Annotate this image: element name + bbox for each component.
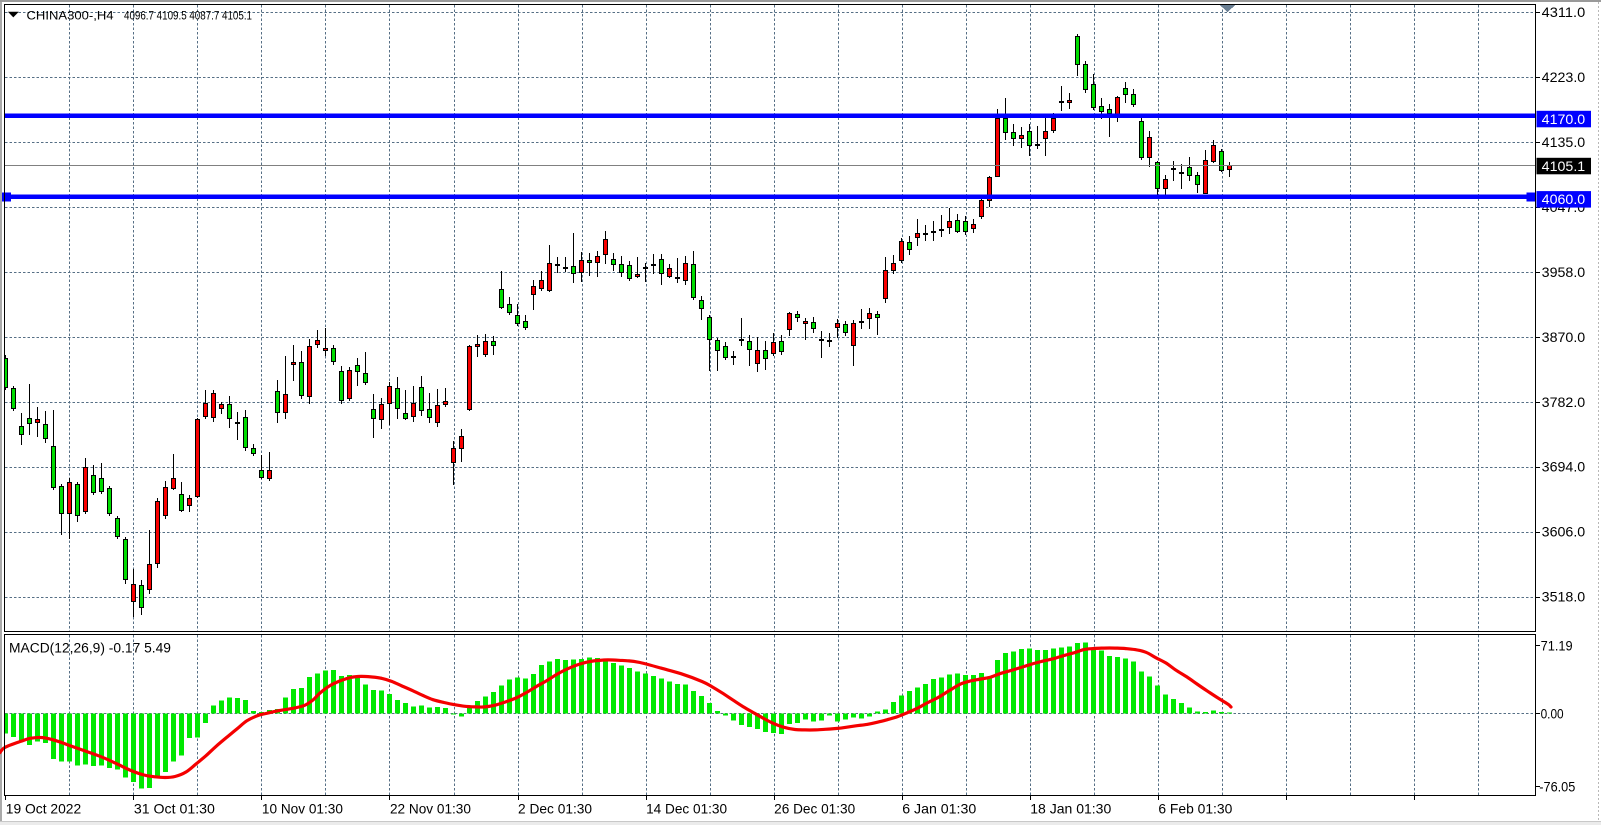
svg-text:-76.05: -76.05 <box>1539 778 1575 794</box>
svg-text:3694.0: 3694.0 <box>1542 459 1586 475</box>
svg-text:71.19: 71.19 <box>1541 637 1573 653</box>
svg-text:4105.1: 4105.1 <box>1542 158 1586 174</box>
svg-text:19 Oct 2022: 19 Oct 2022 <box>6 801 82 817</box>
svg-text:4060.0: 4060.0 <box>1542 191 1586 207</box>
svg-text:4096.7 4109.5 4087.7 4105.1: 4096.7 4109.5 4087.7 4105.1 <box>124 11 252 23</box>
svg-text:3958.0: 3958.0 <box>1542 264 1586 280</box>
svg-text:3782.0: 3782.0 <box>1542 394 1586 410</box>
svg-text:4311.0: 4311.0 <box>1542 4 1586 20</box>
svg-text:4135.0: 4135.0 <box>1542 134 1586 150</box>
svg-text:4223.0: 4223.0 <box>1542 69 1586 85</box>
svg-text:18 Jan 01:30: 18 Jan 01:30 <box>1030 801 1111 817</box>
svg-text:0.00: 0.00 <box>1541 705 1564 721</box>
svg-text:10 Nov 01:30: 10 Nov 01:30 <box>262 801 343 817</box>
svg-text:4170.0: 4170.0 <box>1542 111 1586 127</box>
svg-text:26 Dec 01:30: 26 Dec 01:30 <box>774 801 855 817</box>
svg-text:MACD(12,26,9) -0.17 5.49: MACD(12,26,9) -0.17 5.49 <box>9 640 171 655</box>
svg-text:2 Dec 01:30: 2 Dec 01:30 <box>518 801 592 817</box>
svg-text:3606.0: 3606.0 <box>1542 524 1586 540</box>
svg-text:3870.0: 3870.0 <box>1542 329 1586 345</box>
svg-text:6 Jan 01:30: 6 Jan 01:30 <box>902 801 976 817</box>
svg-text:6 Feb 01:30: 6 Feb 01:30 <box>1158 801 1232 817</box>
svg-text:3518.0: 3518.0 <box>1542 589 1586 605</box>
svg-text:31 Oct 01:30: 31 Oct 01:30 <box>134 801 215 817</box>
svg-text:CHINA300-,H4: CHINA300-,H4 <box>27 11 115 23</box>
svg-text:14 Dec 01:30: 14 Dec 01:30 <box>646 801 727 817</box>
svg-text:22 Nov 01:30: 22 Nov 01:30 <box>390 801 471 817</box>
